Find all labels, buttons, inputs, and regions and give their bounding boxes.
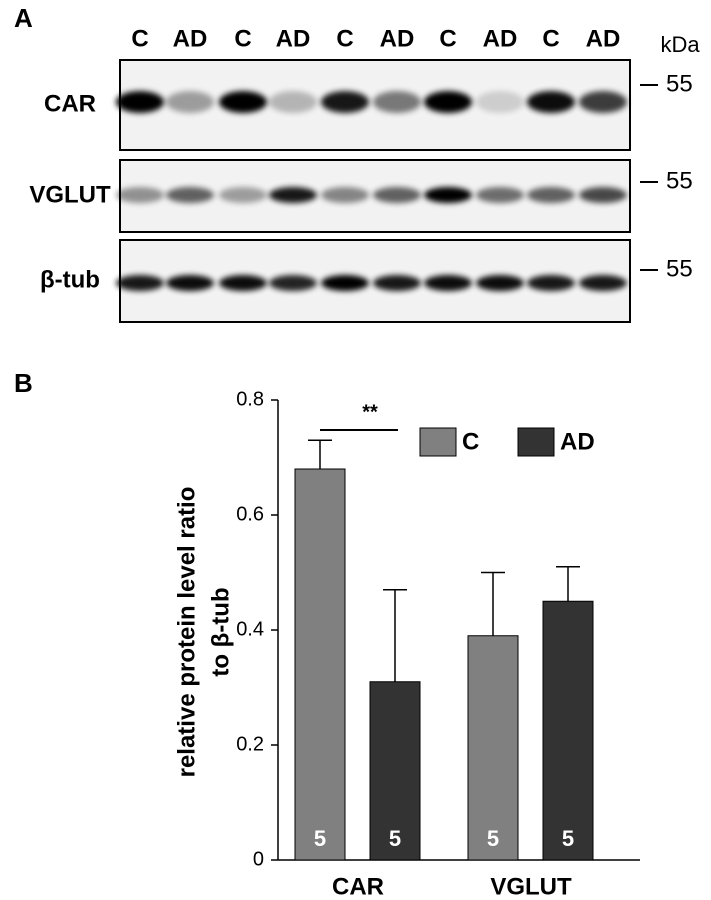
lane-label: AD <box>483 25 518 52</box>
bar <box>294 468 346 861</box>
y-axis-label-line: to β-tub <box>207 587 234 676</box>
band <box>579 275 627 291</box>
y-tick-label: 0.4 <box>236 618 264 640</box>
row-label: CAR <box>44 90 96 117</box>
lane-label: C <box>439 25 456 52</box>
band <box>219 187 267 203</box>
lane-label: AD <box>276 25 311 52</box>
marker-label: 55 <box>666 70 693 97</box>
lane-label: C <box>234 25 251 52</box>
band <box>579 91 627 113</box>
band <box>166 91 214 113</box>
band <box>269 91 317 113</box>
band <box>476 275 524 291</box>
band <box>476 187 524 203</box>
band <box>579 187 627 203</box>
n-label: 5 <box>562 826 574 851</box>
marker-label: 55 <box>666 167 693 194</box>
y-tick-label: 0.6 <box>236 503 264 525</box>
x-tick-label: CAR <box>332 873 384 900</box>
band <box>269 187 317 203</box>
row-label: β-tub <box>40 266 100 293</box>
legend-swatch <box>419 427 457 457</box>
band <box>373 91 421 113</box>
band <box>424 91 472 113</box>
x-tick-label: VGLUT <box>490 873 572 900</box>
significance: ** <box>362 401 378 423</box>
n-label: 5 <box>389 826 401 851</box>
band <box>527 275 575 291</box>
band <box>166 275 214 291</box>
n-label: 5 <box>314 826 326 851</box>
band <box>476 91 524 113</box>
band <box>527 91 575 113</box>
lane-label: C <box>131 25 148 52</box>
legend-swatch <box>517 427 555 457</box>
band <box>116 91 164 113</box>
band <box>373 187 421 203</box>
legend-label: C <box>462 428 479 455</box>
legend-label: AD <box>560 428 595 455</box>
band <box>321 275 369 291</box>
n-label: 5 <box>487 826 499 851</box>
y-axis-label: relative protein level ratio to β-tub <box>173 487 234 778</box>
band <box>321 187 369 203</box>
lane-label: C <box>542 25 559 52</box>
y-axis-label-line: relative protein level ratio <box>173 487 200 778</box>
panel-label: A <box>14 3 33 33</box>
bar <box>369 681 421 861</box>
row-label: VGLUT <box>29 181 111 208</box>
y-tick-label: 0.2 <box>236 733 264 755</box>
band <box>166 187 214 203</box>
lane-label: AD <box>586 25 621 52</box>
lane-label: AD <box>173 25 208 52</box>
y-tick-label: 0 <box>253 848 264 870</box>
band <box>116 275 164 291</box>
band <box>219 91 267 113</box>
band <box>116 187 164 203</box>
band <box>373 275 421 291</box>
band <box>424 275 472 291</box>
band <box>321 91 369 113</box>
lane-label: AD <box>380 25 415 52</box>
unit-label: kDa <box>660 32 700 57</box>
band <box>219 275 267 291</box>
bar <box>542 600 594 861</box>
marker-label: 55 <box>666 255 693 282</box>
bar <box>467 635 519 861</box>
lane-label: C <box>336 25 353 52</box>
band <box>269 275 317 291</box>
band <box>424 187 472 203</box>
panel-label: B <box>14 368 33 398</box>
band <box>527 187 575 203</box>
y-tick-label: 0.8 <box>236 388 264 410</box>
